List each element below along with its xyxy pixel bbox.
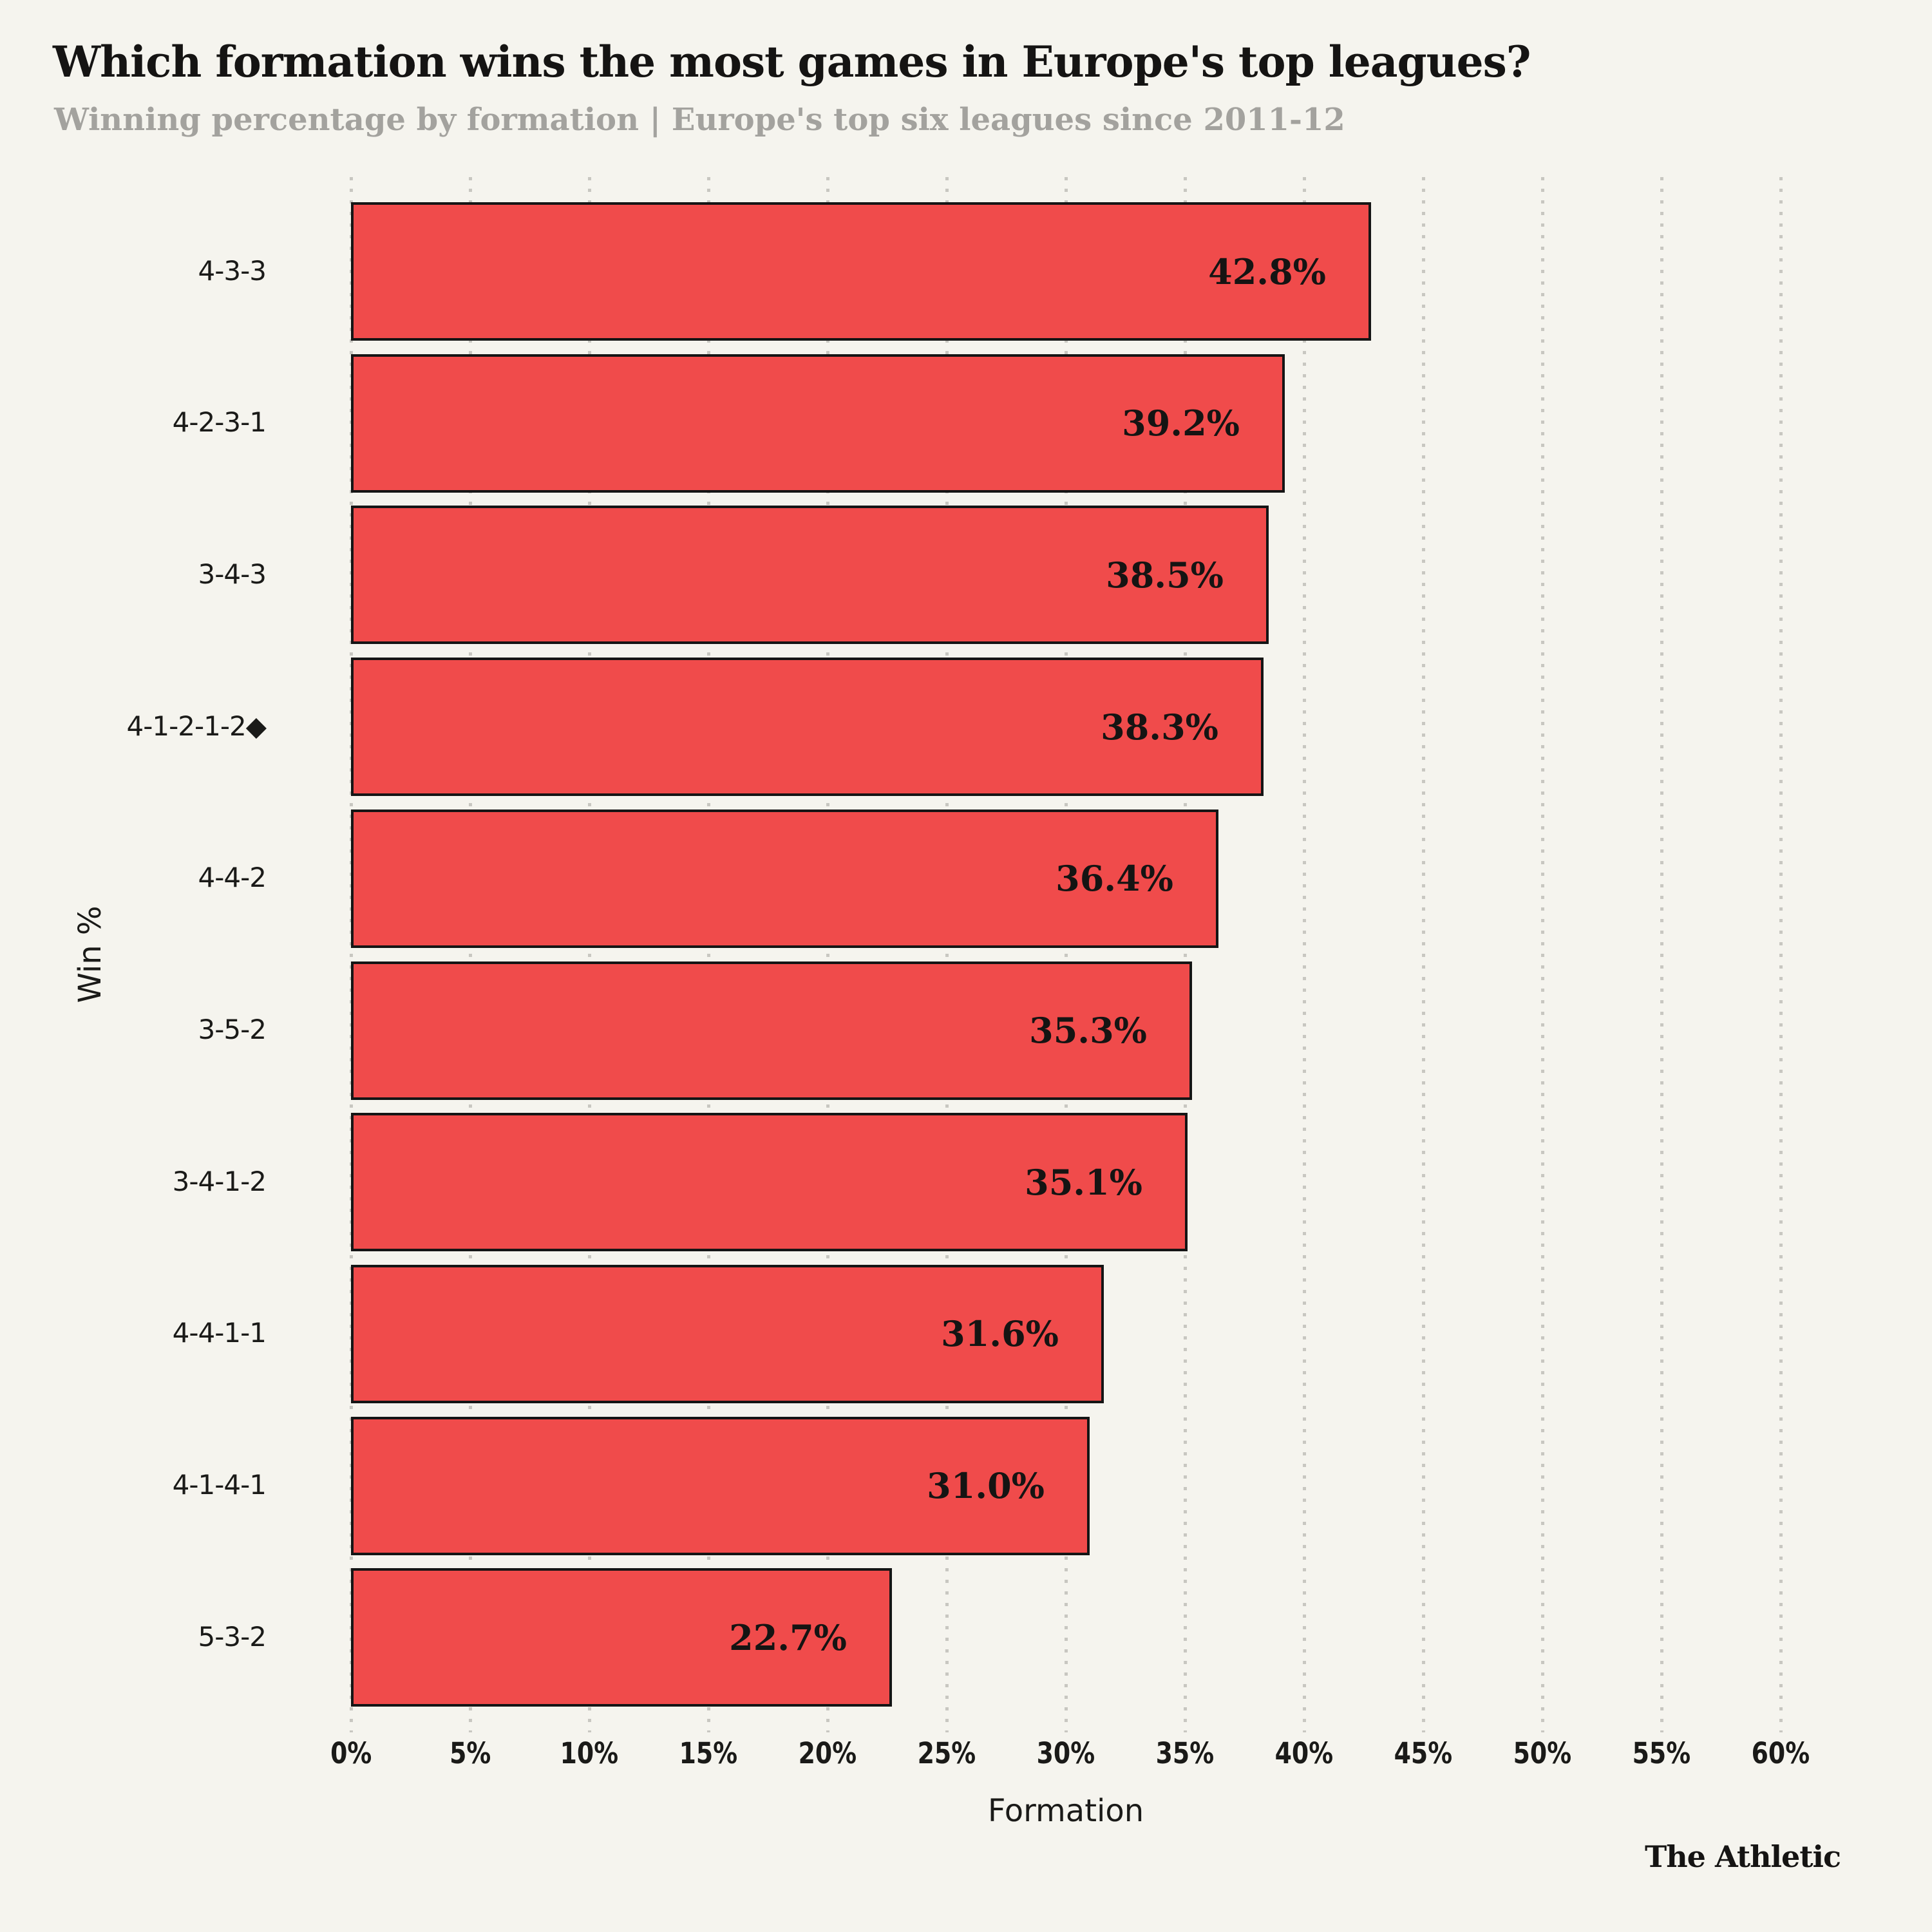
- bar-row: 22.7%: [351, 1568, 1781, 1707]
- bar-row: 35.1%: [351, 1113, 1781, 1252]
- bar: 31.6%: [351, 1264, 1104, 1403]
- bar-value-label: 35.1%: [1025, 1161, 1142, 1203]
- gridline: [1303, 177, 1306, 1732]
- bar-row: 31.6%: [351, 1264, 1781, 1403]
- gridline: [588, 177, 591, 1732]
- bar-value-label: 31.0%: [927, 1465, 1045, 1507]
- bar-row: 36.4%: [351, 809, 1781, 948]
- formation-label: 4-4-1-1: [172, 1317, 267, 1349]
- bar-value-label: 42.8%: [1208, 251, 1326, 292]
- bar: 39.2%: [351, 354, 1285, 493]
- bar-row: 35.3%: [351, 961, 1781, 1100]
- bar: 36.4%: [351, 809, 1218, 948]
- bar: 31.0%: [351, 1416, 1090, 1555]
- gridline: [945, 177, 949, 1732]
- x-tick-label: 15%: [679, 1736, 738, 1770]
- gridline: [1779, 177, 1783, 1732]
- gridline: [826, 177, 829, 1732]
- x-tick-label: 60%: [1751, 1736, 1810, 1770]
- bar: 22.7%: [351, 1568, 892, 1707]
- bar-value-label: 36.4%: [1056, 858, 1173, 900]
- x-tick-label: 40%: [1274, 1736, 1334, 1770]
- y-axis-title: Win %: [72, 905, 108, 1003]
- formation-label: 4-2-3-1: [172, 406, 267, 438]
- bar-value-label: 31.6%: [941, 1313, 1059, 1355]
- bar-value-label: 22.7%: [729, 1616, 847, 1658]
- gridline: [1422, 177, 1425, 1732]
- x-tick-label: 10%: [560, 1736, 619, 1770]
- x-tick-label: 25%: [917, 1736, 976, 1770]
- bar: 38.5%: [351, 506, 1269, 645]
- chart-subtitle: Winning percentage by formation | Europe…: [54, 102, 1345, 138]
- x-tick-label: 20%: [798, 1736, 857, 1770]
- formation-label: 4-1-2-1-2◆: [126, 710, 267, 742]
- bar-value-label: 38.5%: [1106, 554, 1224, 596]
- chart-title: Which formation wins the most games in E…: [53, 37, 1531, 87]
- x-axis-title: Formation: [987, 1793, 1144, 1829]
- x-tick-label: 0%: [330, 1736, 372, 1770]
- x-tick-label: 50%: [1513, 1736, 1572, 1770]
- bar: 35.1%: [351, 1113, 1188, 1252]
- formation-label: 4-3-3: [198, 255, 267, 287]
- formation-label: 3-4-3: [198, 558, 267, 590]
- x-tick-label: 5%: [449, 1736, 491, 1770]
- bar: 38.3%: [351, 658, 1264, 797]
- bar: 42.8%: [351, 202, 1371, 341]
- x-tick-label: 35%: [1155, 1736, 1215, 1770]
- bar-row: 38.3%: [351, 658, 1781, 797]
- bar-value-label: 39.2%: [1122, 402, 1240, 444]
- bar-row: 42.8%: [351, 202, 1781, 341]
- x-tick-label: 45%: [1394, 1736, 1453, 1770]
- gridline: [1184, 177, 1187, 1732]
- gridline: [1065, 177, 1068, 1732]
- gridline: [469, 177, 472, 1732]
- gridline: [1541, 177, 1544, 1732]
- formation-label: 3-4-1-2: [172, 1166, 267, 1197]
- formation-label: 5-3-2: [198, 1621, 267, 1653]
- x-tick-label: 30%: [1036, 1736, 1095, 1770]
- formation-label: 4-1-4-1: [172, 1469, 267, 1501]
- x-tick-label: 55%: [1632, 1736, 1691, 1770]
- bar-value-label: 35.3%: [1029, 1010, 1147, 1051]
- bar-value-label: 38.3%: [1101, 706, 1218, 748]
- formation-label: 3-5-2: [198, 1014, 267, 1045]
- bar-row: 38.5%: [351, 506, 1781, 645]
- bar-row: 39.2%: [351, 354, 1781, 493]
- bar: 35.3%: [351, 961, 1192, 1100]
- plot-area: 42.8% 39.2% 38.5% 38.3% 36.4% 35.3% 35.1% 31.6%…: [350, 177, 1783, 1732]
- formation-label: 4-4-2: [198, 862, 267, 893]
- gridline: [707, 177, 710, 1732]
- bar-row: 31.0%: [351, 1416, 1781, 1555]
- publisher-wordmark: The Athletic: [1644, 1839, 1841, 1874]
- gridline: [1660, 177, 1663, 1732]
- gridline: [350, 177, 353, 1732]
